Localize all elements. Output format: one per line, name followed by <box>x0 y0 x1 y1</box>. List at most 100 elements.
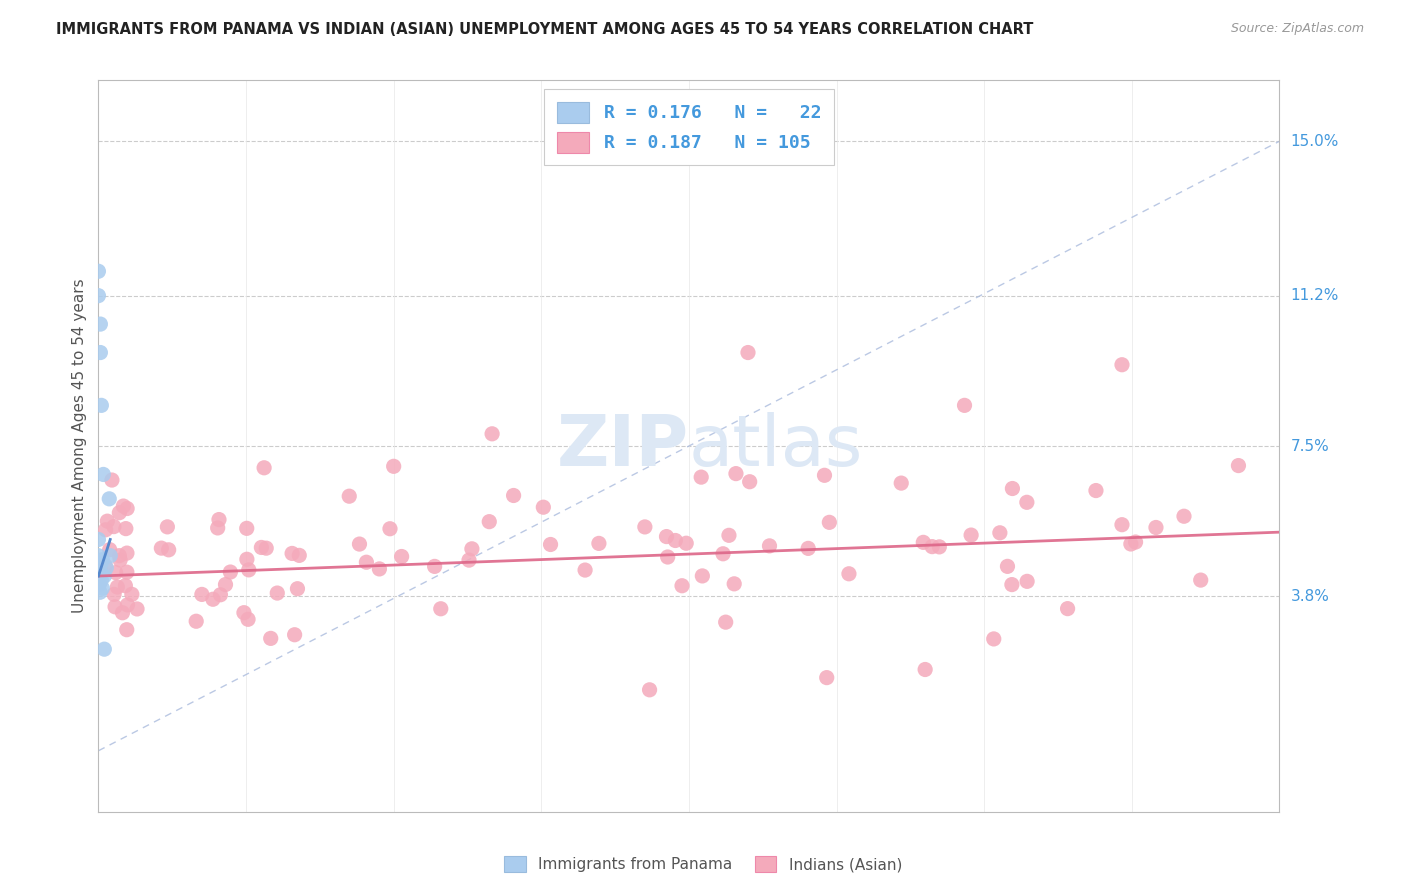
Point <box>953 398 976 412</box>
Point <box>502 488 524 502</box>
Point <box>429 601 451 615</box>
Text: Source: ZipAtlas.com: Source: ZipAtlas.com <box>1230 22 1364 36</box>
Point <box>813 468 835 483</box>
Text: 3.8%: 3.8% <box>1291 589 1330 604</box>
Point <box>1056 601 1078 615</box>
Point <box>112 499 135 513</box>
Point <box>912 535 935 549</box>
Point <box>253 460 276 475</box>
Point <box>115 623 138 637</box>
Point <box>1017 574 1039 589</box>
Point <box>98 549 121 563</box>
Point <box>349 537 371 551</box>
Point <box>356 555 378 569</box>
Point <box>108 506 131 520</box>
Point <box>98 491 121 506</box>
Point <box>281 546 304 560</box>
Point <box>797 541 820 556</box>
Point <box>382 459 405 474</box>
Point <box>236 612 259 626</box>
Point <box>638 682 661 697</box>
Point <box>1173 509 1195 524</box>
Point <box>478 515 501 529</box>
Point <box>232 606 254 620</box>
Point <box>574 563 596 577</box>
Point <box>266 586 288 600</box>
Point <box>207 521 229 535</box>
Point <box>111 606 134 620</box>
Point <box>391 549 413 564</box>
Point <box>90 573 112 587</box>
Point <box>115 501 138 516</box>
Point <box>114 579 136 593</box>
Point <box>214 577 236 591</box>
Point <box>201 592 224 607</box>
Point <box>588 536 610 550</box>
Point <box>238 563 260 577</box>
Point <box>914 663 936 677</box>
Point <box>98 542 121 557</box>
Point <box>671 579 693 593</box>
Point <box>1189 573 1212 587</box>
Point <box>94 558 117 573</box>
Point <box>89 317 111 331</box>
Point <box>105 580 128 594</box>
Point <box>93 467 115 482</box>
Point <box>368 562 391 576</box>
Point <box>717 528 740 542</box>
Point <box>103 587 125 601</box>
Point <box>723 577 745 591</box>
Point <box>89 565 111 579</box>
Point <box>818 516 841 530</box>
Point <box>378 522 401 536</box>
Point <box>93 642 115 657</box>
Point <box>481 426 503 441</box>
Point <box>125 602 148 616</box>
Point <box>724 467 747 481</box>
Legend: Immigrants from Panama, Indians (Asian): Immigrants from Panama, Indians (Asian) <box>496 848 910 880</box>
Point <box>121 587 143 601</box>
Point <box>115 546 138 560</box>
Point <box>1001 577 1024 591</box>
Point <box>96 514 118 528</box>
Point <box>1015 495 1038 509</box>
Point <box>115 565 138 579</box>
Point <box>988 525 1011 540</box>
Y-axis label: Unemployment Among Ages 45 to 54 years: Unemployment Among Ages 45 to 54 years <box>72 278 87 614</box>
Point <box>815 671 838 685</box>
Point <box>89 577 111 591</box>
Text: ZIP: ZIP <box>557 411 689 481</box>
Point <box>714 615 737 629</box>
Point <box>96 561 118 575</box>
Point <box>117 598 139 612</box>
Point <box>89 585 111 599</box>
Point <box>983 632 1005 646</box>
Text: 11.2%: 11.2% <box>1291 288 1339 303</box>
Point <box>87 288 110 302</box>
Point <box>87 561 110 575</box>
Point <box>838 566 860 581</box>
Point <box>90 398 112 412</box>
Point <box>337 489 360 503</box>
Point <box>236 552 259 566</box>
Point <box>91 553 114 567</box>
Point <box>287 582 309 596</box>
Point <box>928 540 950 554</box>
Point <box>461 541 484 556</box>
Point <box>87 549 110 563</box>
Point <box>997 559 1019 574</box>
Point <box>219 565 242 579</box>
Text: atlas: atlas <box>689 411 863 481</box>
Point <box>284 628 307 642</box>
Point <box>738 475 761 489</box>
Point <box>89 345 111 359</box>
Point <box>101 473 124 487</box>
Point <box>675 536 697 550</box>
Point <box>692 569 714 583</box>
Point <box>87 264 110 278</box>
Point <box>254 541 277 556</box>
Point <box>108 553 131 567</box>
Point <box>1227 458 1250 473</box>
Point <box>1084 483 1107 498</box>
Point <box>540 537 562 551</box>
